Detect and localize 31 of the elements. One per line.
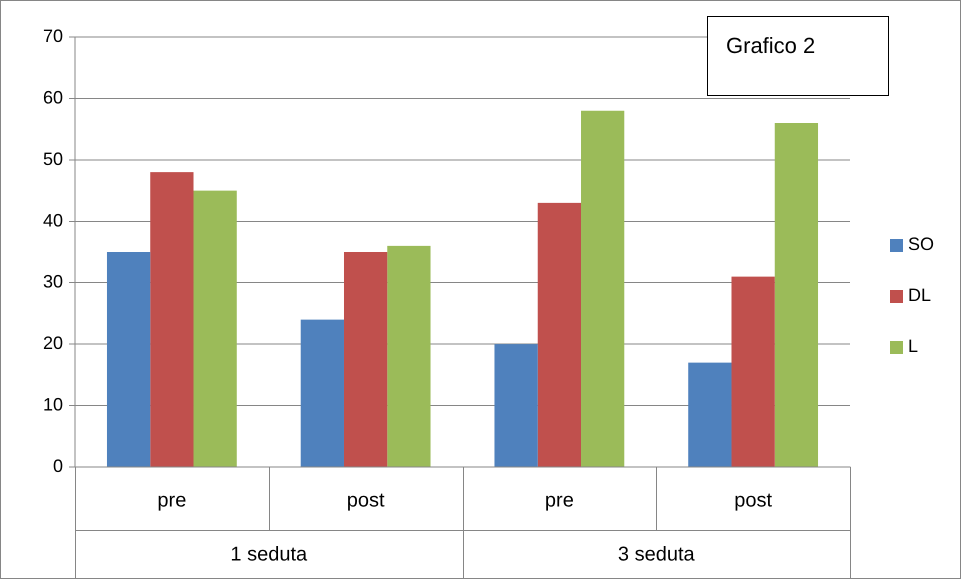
bar xyxy=(387,246,431,466)
y-tick-label: 70 xyxy=(42,26,63,46)
bar xyxy=(774,123,818,466)
text: 3 seduta xyxy=(618,544,696,566)
text-box: Grafico 2 xyxy=(707,16,889,96)
y-tick-label: 40 xyxy=(42,210,63,230)
y-tick-label: 60 xyxy=(42,87,63,108)
chart-title: Grafico 2 xyxy=(726,33,816,58)
bar xyxy=(688,362,732,466)
legend-label: SO xyxy=(908,234,934,254)
y-tick-label: 20 xyxy=(42,333,63,354)
bar xyxy=(344,252,388,466)
bar xyxy=(731,276,775,466)
x-tick-label: post xyxy=(346,490,385,512)
x-tick-label: post xyxy=(734,490,772,512)
bar xyxy=(150,172,194,466)
legend-label: L xyxy=(908,336,918,356)
bar xyxy=(194,190,237,466)
x-tick-label: pre xyxy=(157,490,186,512)
bar xyxy=(581,110,624,466)
bar xyxy=(300,320,344,466)
bar xyxy=(106,252,150,466)
y-tick-label: 30 xyxy=(42,272,63,292)
x-tick-label: pre xyxy=(544,490,574,512)
legend-label: DL xyxy=(908,284,932,305)
bar xyxy=(538,202,582,466)
bar xyxy=(494,344,538,466)
text: 1 seduta xyxy=(230,544,308,566)
y-tick-label: 10 xyxy=(42,394,63,415)
y-tick-label: 0 xyxy=(52,456,63,476)
y-tick-label: 50 xyxy=(42,148,63,169)
